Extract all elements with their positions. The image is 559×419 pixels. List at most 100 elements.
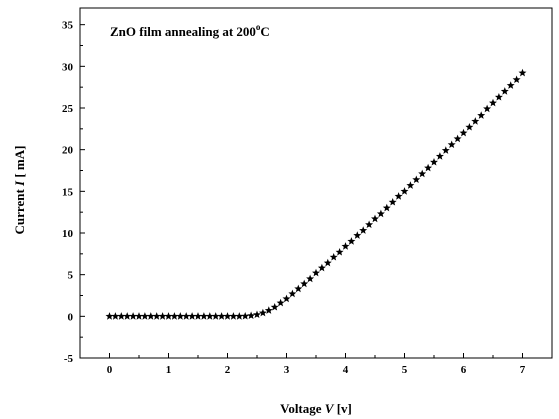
y-tick-label: -5 — [64, 353, 74, 365]
y-axis-title: Current I [ mA] — [12, 146, 27, 235]
data-point — [140, 312, 149, 320]
data-markers — [105, 68, 527, 320]
data-point — [264, 306, 273, 314]
data-point — [276, 298, 285, 307]
data-point — [418, 169, 427, 178]
data-point — [247, 311, 256, 320]
data-point — [500, 87, 509, 95]
data-point — [317, 263, 326, 272]
data-point — [477, 111, 486, 119]
data-point — [229, 312, 238, 320]
data-point — [518, 68, 527, 77]
x-axis-title: Voltage V [v] — [280, 401, 352, 416]
data-point — [494, 92, 503, 101]
x-tick-label: 4 — [343, 364, 349, 376]
data-point — [400, 187, 409, 195]
data-point — [441, 146, 450, 154]
data-point — [471, 117, 480, 125]
axis-ticks — [80, 24, 523, 359]
data-point — [211, 312, 220, 320]
data-point — [447, 140, 456, 149]
data-point — [199, 312, 208, 320]
data-point — [483, 104, 492, 113]
data-point — [365, 220, 374, 229]
data-point — [123, 312, 132, 320]
data-point — [105, 312, 114, 320]
data-point — [341, 242, 350, 250]
x-tick-label: 1 — [166, 364, 172, 376]
data-point — [282, 294, 291, 303]
data-point — [241, 311, 250, 320]
y-tick-label: 20 — [62, 145, 74, 157]
y-tick-label: 25 — [62, 103, 74, 115]
data-point — [306, 274, 315, 283]
data-point — [194, 312, 202, 320]
data-point — [371, 214, 379, 223]
data-point — [465, 122, 474, 131]
x-axis-unit: [v] — [333, 401, 351, 416]
data-point — [235, 312, 244, 320]
y-tick-label: 0 — [68, 311, 74, 323]
y-tick-label: 15 — [62, 186, 74, 198]
data-point — [323, 258, 332, 267]
data-point — [459, 128, 468, 137]
data-point — [412, 175, 421, 184]
data-point — [382, 203, 391, 212]
data-point — [176, 312, 185, 320]
data-point — [223, 312, 232, 320]
data-point — [394, 192, 403, 200]
data-point — [170, 312, 179, 320]
data-point — [435, 152, 444, 160]
data-point — [288, 289, 297, 298]
data-point — [270, 302, 279, 311]
x-tick-label: 0 — [107, 364, 113, 376]
y-axis-unit: [ mA] — [12, 146, 27, 181]
x-tick-label: 3 — [284, 364, 290, 376]
data-point — [205, 312, 214, 320]
y-tick-label: 35 — [62, 20, 74, 32]
data-point — [129, 312, 138, 320]
data-point — [424, 163, 433, 172]
data-point — [347, 237, 356, 245]
data-point — [312, 268, 320, 277]
data-point — [430, 157, 438, 166]
chart-annotation: ZnO film annealing at 200oC — [110, 22, 270, 39]
data-point — [300, 279, 309, 288]
y-tick-label: 10 — [62, 228, 74, 240]
annotation-superscript: o — [256, 22, 261, 32]
data-point — [353, 231, 362, 239]
data-point — [152, 312, 161, 320]
y-tick-label: 30 — [62, 61, 74, 73]
data-point — [258, 308, 267, 317]
data-point — [117, 312, 126, 320]
data-point — [217, 312, 226, 320]
plot-frame — [79, 7, 553, 359]
y-tick-label: 5 — [68, 270, 74, 282]
annotation-unit: C — [260, 24, 269, 39]
data-point — [158, 312, 167, 320]
data-point — [111, 312, 120, 320]
data-point — [164, 312, 173, 320]
data-point — [146, 312, 155, 320]
x-tick-label: 7 — [520, 364, 526, 376]
data-point — [253, 310, 261, 319]
data-point — [329, 252, 338, 261]
x-tick-label: 6 — [461, 364, 467, 376]
data-point — [335, 247, 344, 256]
data-point — [406, 181, 415, 189]
data-point — [506, 81, 515, 89]
data-point — [135, 312, 143, 320]
data-point — [489, 98, 497, 107]
x-tick-label: 5 — [402, 364, 408, 376]
data-point — [453, 134, 462, 143]
data-point — [182, 312, 191, 320]
data-point — [188, 312, 197, 320]
data-point — [376, 209, 385, 218]
data-point — [294, 284, 303, 293]
data-point — [388, 197, 397, 206]
tick-labels: 0 1 2 3 4 5 6 7 -5 0 5 10 15 20 25 30 35 — [62, 20, 526, 376]
x-tick-label: 2 — [225, 364, 231, 376]
y-axis-symbol: I — [12, 180, 27, 187]
data-point — [359, 226, 368, 234]
